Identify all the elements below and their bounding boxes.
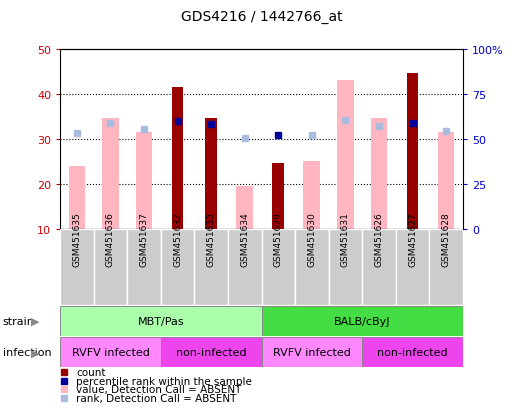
FancyBboxPatch shape xyxy=(362,229,396,306)
Text: GSM451629: GSM451629 xyxy=(274,211,283,266)
FancyBboxPatch shape xyxy=(60,337,161,367)
Text: count: count xyxy=(76,367,106,377)
Bar xyxy=(303,162,320,229)
Text: rank, Detection Call = ABSENT: rank, Detection Call = ABSENT xyxy=(76,393,236,403)
Text: RVFV infected: RVFV infected xyxy=(72,347,150,357)
Text: percentile rank within the sample: percentile rank within the sample xyxy=(76,376,252,386)
Text: GSM451632: GSM451632 xyxy=(173,211,182,266)
FancyBboxPatch shape xyxy=(228,229,262,306)
Bar xyxy=(102,119,119,229)
Bar xyxy=(438,133,454,229)
Bar xyxy=(371,119,388,229)
FancyBboxPatch shape xyxy=(60,306,262,336)
FancyBboxPatch shape xyxy=(262,337,362,367)
Text: ▶: ▶ xyxy=(31,316,40,326)
Text: GSM451628: GSM451628 xyxy=(441,211,451,266)
Bar xyxy=(272,164,284,229)
Bar xyxy=(135,133,152,229)
Text: GSM451637: GSM451637 xyxy=(140,211,149,266)
FancyBboxPatch shape xyxy=(161,229,195,306)
Bar xyxy=(236,187,253,229)
FancyBboxPatch shape xyxy=(262,306,463,336)
FancyBboxPatch shape xyxy=(328,229,362,306)
Text: GSM451636: GSM451636 xyxy=(106,211,115,266)
Bar xyxy=(407,74,418,229)
FancyBboxPatch shape xyxy=(127,229,161,306)
FancyBboxPatch shape xyxy=(94,229,127,306)
Bar xyxy=(206,119,217,229)
FancyBboxPatch shape xyxy=(396,229,429,306)
Text: GSM451626: GSM451626 xyxy=(374,211,383,266)
FancyBboxPatch shape xyxy=(195,229,228,306)
Text: GSM451630: GSM451630 xyxy=(308,211,316,266)
FancyBboxPatch shape xyxy=(362,337,463,367)
Bar xyxy=(69,166,85,229)
Bar xyxy=(337,81,354,229)
Text: ▶: ▶ xyxy=(31,347,40,357)
Text: GSM451635: GSM451635 xyxy=(72,211,82,266)
FancyBboxPatch shape xyxy=(429,229,463,306)
Text: RVFV infected: RVFV infected xyxy=(273,347,351,357)
FancyBboxPatch shape xyxy=(295,229,328,306)
Text: GSM451631: GSM451631 xyxy=(341,211,350,266)
FancyBboxPatch shape xyxy=(60,229,94,306)
Text: GSM451633: GSM451633 xyxy=(207,211,215,266)
FancyBboxPatch shape xyxy=(262,229,295,306)
Text: GSM451634: GSM451634 xyxy=(240,211,249,266)
Text: non-infected: non-infected xyxy=(176,347,246,357)
FancyBboxPatch shape xyxy=(161,337,262,367)
Text: BALB/cByJ: BALB/cByJ xyxy=(334,316,391,326)
Text: MBT/Pas: MBT/Pas xyxy=(138,316,184,326)
Text: value, Detection Call = ABSENT: value, Detection Call = ABSENT xyxy=(76,385,242,394)
Bar xyxy=(172,88,184,229)
Text: GSM451627: GSM451627 xyxy=(408,211,417,266)
Text: non-infected: non-infected xyxy=(377,347,448,357)
Text: GDS4216 / 1442766_at: GDS4216 / 1442766_at xyxy=(180,10,343,24)
Text: infection: infection xyxy=(3,347,51,357)
Text: strain: strain xyxy=(3,316,35,326)
